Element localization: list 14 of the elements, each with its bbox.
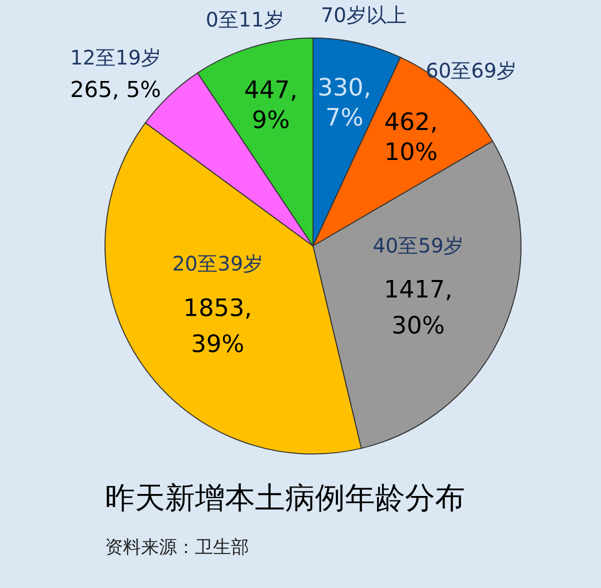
slice-label: 12至19岁 xyxy=(70,46,161,70)
data-label: 1417, 30% xyxy=(384,276,453,340)
data-label: 447, 9% xyxy=(244,76,298,134)
data-label: 1853, 39% xyxy=(183,294,252,358)
slice-label: 60至69岁 xyxy=(426,58,517,83)
data-label: 462, 10% xyxy=(384,108,438,166)
slice-label: 70岁以上 xyxy=(320,2,406,27)
text: 昨天新增本土病例年龄分布 xyxy=(105,481,465,516)
slice-label: 40至59岁 xyxy=(372,233,464,258)
slice-label: 20至39岁 xyxy=(172,252,264,276)
text: 资料来源：卫生部 xyxy=(105,536,249,558)
data-label: 330, 7% xyxy=(318,73,372,132)
data-label: 265, 5% xyxy=(70,78,161,104)
slice-label: 0至11岁 xyxy=(206,8,284,32)
